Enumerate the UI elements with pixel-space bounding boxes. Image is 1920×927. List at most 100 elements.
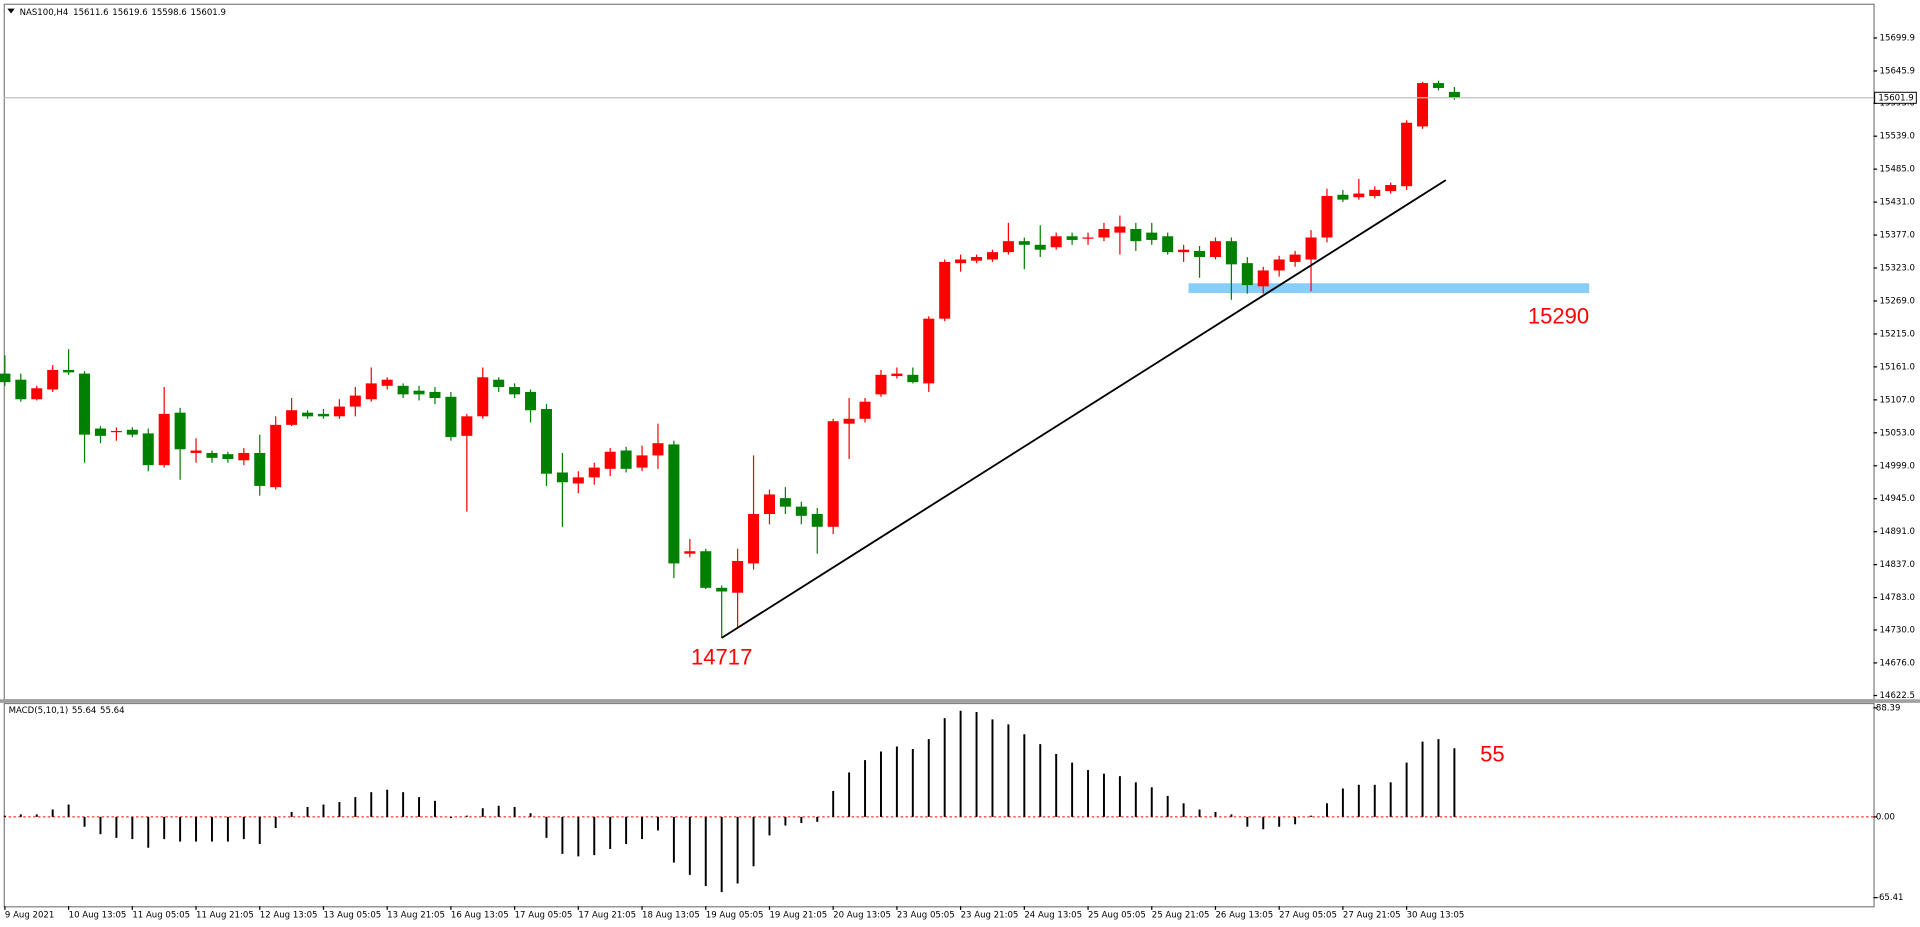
- candle-body: [445, 396, 457, 438]
- y-tick-label: 14891.0: [1880, 527, 1915, 537]
- candle-body: [397, 385, 409, 395]
- candle-body: [158, 413, 170, 466]
- candle-body: [955, 259, 967, 264]
- x-tick-label: 26 Aug 13:05: [1215, 910, 1273, 920]
- candle-body: [1305, 237, 1317, 260]
- low-label: 14717: [691, 645, 752, 670]
- candle-body: [286, 410, 298, 425]
- x-tick-label: 25 Aug 21:05: [1152, 910, 1210, 920]
- x-tick-label: 17 Aug 21:05: [578, 910, 636, 920]
- candle-body: [1225, 241, 1237, 265]
- candle-body: [1034, 244, 1046, 250]
- candle-body: [1146, 232, 1158, 240]
- x-tick-label: 16 Aug 13:05: [451, 910, 509, 920]
- candle-body: [238, 452, 250, 461]
- close-value: 15601.9: [190, 8, 225, 18]
- candle-body: [939, 261, 951, 319]
- y-tick-label: 15215.0: [1880, 329, 1915, 339]
- low-value: 15598.6: [151, 8, 186, 18]
- x-tick-label: 20 Aug 13:05: [833, 910, 891, 920]
- candle-body: [1353, 193, 1365, 198]
- candle-body: [270, 424, 282, 488]
- candle-body: [1114, 226, 1126, 233]
- macd-header: MACD(5,10,1) 55.64 55.64: [9, 706, 125, 716]
- candle-body: [971, 257, 983, 261]
- candle-body: [540, 409, 552, 474]
- y-tick-label: 14999.0: [1880, 461, 1915, 471]
- x-tick-label: 27 Aug 05:05: [1279, 910, 1337, 920]
- candle-body: [79, 373, 91, 435]
- candle-body: [222, 454, 234, 460]
- candle-body: [429, 391, 441, 399]
- candle-body: [1082, 237, 1094, 239]
- candle-body: [174, 412, 186, 450]
- candle-body: [668, 444, 680, 564]
- y-tick-label: 15107.0: [1880, 395, 1915, 405]
- candle-body: [1273, 259, 1285, 271]
- candle-body: [94, 428, 106, 436]
- candle-body: [1178, 249, 1190, 253]
- candle-body: [1241, 263, 1253, 286]
- x-tick-label: 13 Aug 05:05: [323, 910, 381, 920]
- y-tick-label: 15485.0: [1880, 165, 1915, 175]
- candle-body: [652, 443, 664, 456]
- y-tick-label: 14622.5: [1880, 691, 1915, 701]
- x-tick-label: 27 Aug 21:05: [1343, 910, 1401, 920]
- candle-body: [811, 513, 823, 527]
- signal-value: 55.64: [100, 706, 125, 716]
- candle-body: [413, 390, 425, 395]
- candle-body: [493, 379, 505, 388]
- candle-body: [907, 374, 919, 383]
- candle-body: [1432, 83, 1444, 88]
- y-tick-label: 14945.0: [1880, 494, 1915, 504]
- symbol: NAS100,H4: [20, 8, 69, 18]
- candle-body: [1417, 83, 1429, 127]
- candle-body: [763, 494, 775, 514]
- candle-body: [1130, 228, 1142, 242]
- candle-body: [859, 401, 871, 419]
- candle-body: [1289, 254, 1301, 262]
- price-box: [1874, 91, 1917, 104]
- candle-body: [142, 433, 154, 466]
- x-tick-label: 9 Aug 2021: [5, 910, 54, 920]
- candle-body: [302, 412, 314, 417]
- trendline: [721, 179, 1447, 639]
- candle-body: [190, 450, 202, 453]
- candle-body: [923, 318, 935, 384]
- candle-body: [1209, 241, 1221, 258]
- y-tick-label: 15323.0: [1880, 264, 1915, 274]
- candle-body: [47, 369, 59, 390]
- x-tick-label: 24 Aug 13:05: [1024, 910, 1082, 920]
- support-zone: [1188, 283, 1590, 294]
- candle-body: [748, 513, 760, 564]
- candle-body: [525, 391, 537, 411]
- candle-body: [684, 551, 696, 554]
- candle-body: [1162, 236, 1174, 253]
- candle-body: [63, 369, 75, 373]
- candle-body: [1448, 91, 1460, 98]
- candle-body: [875, 374, 887, 395]
- y-tick-label: 15053.0: [1880, 428, 1915, 438]
- high-value: 15619.6: [112, 8, 147, 18]
- candle-body: [1194, 250, 1206, 258]
- candle-body: [1066, 236, 1078, 240]
- candle-body: [126, 429, 138, 435]
- candle-body: [588, 467, 600, 478]
- x-tick-label: 18 Aug 13:05: [642, 910, 700, 920]
- candle-body: [509, 387, 521, 395]
- y-tick-label: 0.00: [1876, 812, 1895, 822]
- candle-body: [1098, 228, 1110, 238]
- x-tick-label: 17 Aug 05:05: [515, 910, 573, 920]
- x-tick-label: 11 Aug 05:05: [132, 910, 190, 920]
- candle-body: [1257, 270, 1269, 287]
- candle-body: [1337, 194, 1349, 200]
- menu-arrow[interactable]: [7, 8, 15, 14]
- y-tick-label: 88.39: [1876, 703, 1901, 713]
- y-tick-label: 14837.0: [1880, 560, 1915, 570]
- candle-body: [349, 395, 361, 407]
- candle-body: [1321, 195, 1333, 238]
- candle-body: [461, 416, 473, 436]
- candle-body: [477, 377, 489, 417]
- chart-header: NAS100,H4 15611.6 15619.6 15598.6 15601.9: [20, 8, 226, 18]
